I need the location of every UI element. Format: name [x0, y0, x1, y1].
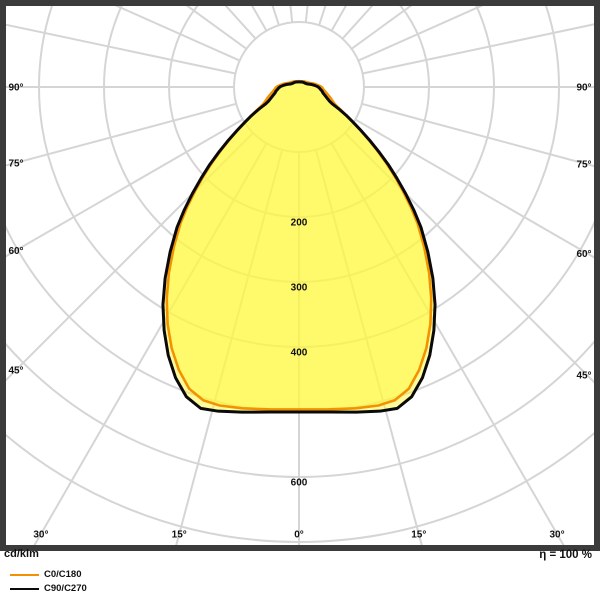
angle-label: 75° [8, 158, 23, 169]
ray-gridline [6, 132, 254, 382]
ring-label: 300 [291, 283, 308, 294]
ray-gridline [251, 6, 268, 32]
chart-area: 200 300 400 600 0° 15° 15° 30° 30° 45° 45° 60° 60° 75… [6, 6, 594, 545]
ring-label: 200 [291, 218, 308, 229]
angle-label: 15° [172, 530, 187, 541]
ray-gridline [114, 6, 241, 62]
ray-gridline [289, 6, 294, 23]
ray-gridline [330, 6, 347, 32]
legend: C0/C180 C90/C270 [10, 568, 87, 596]
angle-label: 90° [8, 83, 23, 94]
ray-gridline [304, 6, 309, 23]
angle-label: 60° [8, 246, 23, 257]
legend-line-c90c270-icon [10, 588, 39, 590]
angle-label: 30° [550, 530, 565, 541]
angle-label: 0° [294, 530, 304, 541]
angle-label: 75° [576, 160, 591, 171]
legend-item-c90c270: C90/C270 [10, 582, 87, 596]
curve-fill [162, 81, 436, 413]
efficiency-label: η = 100 % [539, 549, 592, 561]
angle-label: 90° [576, 83, 591, 94]
legend-item-c0c180: C0/C180 [10, 568, 87, 582]
ring-label: 400 [291, 348, 308, 359]
legend-line-c0c180-icon [10, 574, 39, 576]
ray-gridline [357, 6, 484, 62]
unit-label: cd/klm [4, 548, 39, 560]
curve-c0-c180 [165, 79, 433, 411]
ray-gridline [344, 132, 594, 384]
polar-chart: 200 300 400 600 0° 15° 15° 30° 30° 45° 45° 60° 60° 75… [6, 6, 594, 545]
angle-label: 30° [33, 530, 48, 541]
ray-gridline [6, 118, 244, 258]
ray-gridline [6, 102, 237, 167]
ray-gridline [361, 102, 594, 168]
ray-gridline [354, 118, 594, 259]
angle-label: 45° [576, 371, 591, 382]
ray-gridline [185, 6, 248, 50]
legend-label-c0c180: C0/C180 [44, 569, 82, 580]
angle-label: 15° [411, 530, 426, 541]
ray-gridline [341, 6, 374, 40]
ray-gridline [6, 23, 236, 75]
angle-label: 60° [576, 249, 591, 260]
ray-gridline [224, 6, 257, 40]
curve-c90-c270 [161, 80, 437, 414]
legend-label-c90c270: C90/C270 [44, 583, 87, 594]
ring-label: 600 [291, 478, 308, 489]
ray-gridline [362, 23, 594, 75]
angle-label: 45° [8, 366, 23, 377]
